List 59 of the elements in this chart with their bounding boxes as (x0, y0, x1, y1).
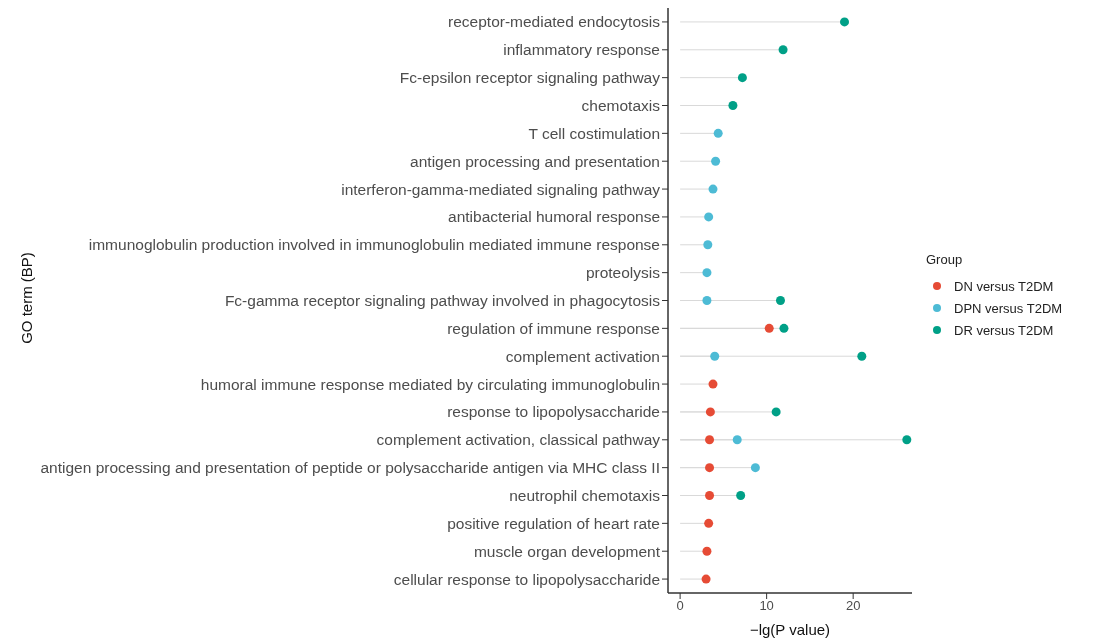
point (732, 435, 742, 445)
point (702, 546, 712, 556)
y-tick-label: immunoglobulin production involved in immunoglobulin mediated immune response (88, 236, 660, 254)
y-tick-label: complement activation (505, 347, 660, 365)
y-tick-label: interferon-gamma-mediated signaling pathway (341, 180, 661, 198)
point (711, 156, 721, 166)
point (713, 128, 723, 138)
point (710, 351, 720, 361)
y-tick-label: Fc-epsilon receptor signaling pathway (399, 69, 661, 87)
point (705, 491, 715, 500)
legend-label: DR versus T2DM (954, 322, 1054, 338)
y-tick-label: neutrophil chemotaxis (509, 487, 661, 504)
x-axis-title: −lg(P value) (749, 621, 831, 638)
y-tick-label: Fc-gamma receptor signaling pathway involved in phagocytosis (224, 292, 661, 309)
legend-label: DPN versus T2DM (954, 300, 1063, 316)
point (840, 17, 850, 27)
point (902, 435, 912, 445)
point (705, 407, 715, 417)
y-tick-label: antibacterial humoral response (448, 208, 660, 226)
point (779, 323, 789, 333)
y-axis-title: GO term (BP) (17, 252, 35, 344)
point (775, 296, 785, 305)
point (737, 73, 747, 83)
legend-label: DN versus T2DM (954, 278, 1054, 294)
y-tick-label: cellular response to lipopolysaccharide (393, 570, 660, 588)
point (705, 435, 715, 445)
point (704, 518, 714, 528)
point (736, 491, 746, 500)
point (771, 407, 781, 417)
y-tick-label: complement activation, classical pathway (376, 431, 661, 449)
x-tick-label: 20 (845, 598, 861, 614)
x-tick-label: 0 (676, 598, 684, 614)
y-tick-label: response to lipopolysaccharide (447, 403, 660, 421)
point (764, 323, 774, 333)
y-tick-label: muscle organ development (473, 542, 661, 560)
point (750, 463, 760, 473)
point (728, 101, 738, 110)
point (705, 463, 715, 473)
point (857, 351, 867, 361)
y-tick-label: chemotaxis (581, 97, 661, 114)
legend-title: Group (926, 252, 964, 267)
point (704, 212, 714, 222)
point (703, 240, 713, 250)
y-tick-label: antigen processing and presentation (410, 152, 660, 170)
point (701, 574, 711, 584)
point (708, 184, 718, 194)
point (702, 268, 712, 278)
y-tick-label: inflammatory response (503, 41, 660, 59)
y-tick-label: positive regulation of heart rate (447, 514, 660, 532)
y-tick-label: receptor-mediated endocytosis (448, 13, 661, 31)
y-tick-label: antigen processing and presentation of peptide or polysaccharide antigen via MHC class II (40, 459, 660, 477)
y-tick-label: regulation of immune response (447, 319, 660, 337)
point (708, 379, 718, 389)
point (702, 296, 712, 305)
y-tick-label: humoral immune response mediated by circulating immunoglobulin (200, 375, 660, 393)
y-tick-label: T cell costimulation (528, 124, 660, 142)
point (778, 45, 788, 55)
x-tick-label: 10 (759, 598, 774, 614)
y-tick-label: proteolysis (585, 264, 661, 282)
